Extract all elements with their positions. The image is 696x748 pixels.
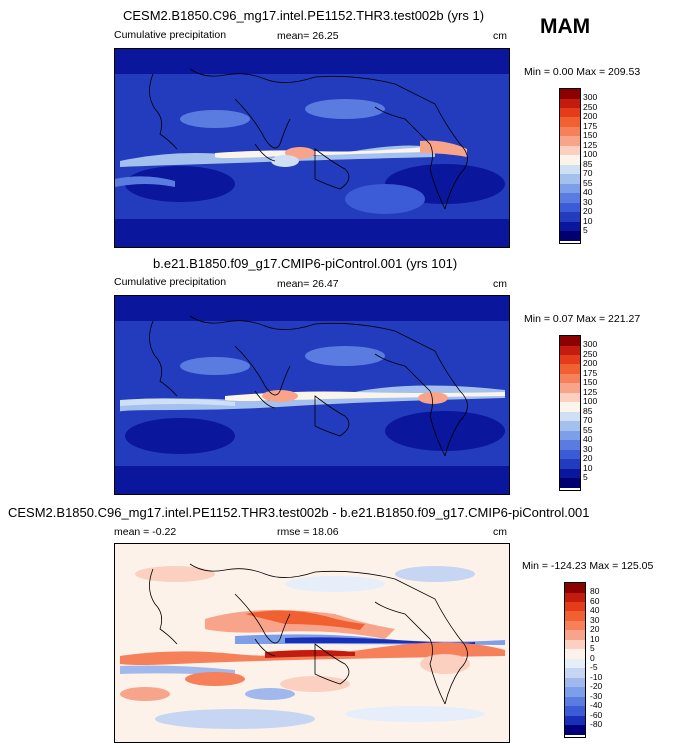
panel-3-colorbar-tick: 0 — [590, 653, 595, 663]
panel-1-colorbar-tick: 200 — [583, 111, 598, 121]
panel-3-title: CESM2.B1850.C96_mg17.intel.PE1152.THR3.t… — [8, 505, 590, 520]
panel-3-units-label: cm — [493, 526, 507, 538]
panel-2-colorbar-tick: 30 — [583, 444, 593, 454]
panel-2-colorbar — [559, 335, 581, 491]
panel-2-colorbar-tick: 40 — [583, 434, 593, 444]
panel-2-map-svg — [115, 296, 509, 494]
panel-2-colorbar-tick: 20 — [583, 453, 593, 463]
season-label: MAM — [540, 15, 591, 38]
panel-1-colorbar-tick: 175 — [583, 121, 598, 131]
panel-1-colorbar-tick: 85 — [583, 159, 593, 169]
panel-3-colorbar-tick: 40 — [590, 605, 600, 615]
panel-3-minmax-label: Min = -124.23 Max = 125.05 — [522, 560, 654, 572]
panel-1-colorbar-tick: 20 — [583, 206, 593, 216]
panel-2-colorbar-tick: 200 — [583, 358, 598, 368]
panel-3-colorbar-tick: 10 — [590, 634, 600, 644]
panel-3-colorbar-tick: 5 — [590, 643, 595, 653]
panel-2-colorbar-tick: 300 — [583, 339, 598, 349]
panel-1-colorbar-tick: 55 — [583, 178, 593, 188]
panel-3-colorbar-tick: -60 — [590, 710, 603, 720]
panel-1-colorbar-tick: 5 — [583, 225, 588, 235]
panel-1-colorbar-tick: 250 — [583, 102, 598, 112]
panel-1-colorbar-tick: 40 — [583, 187, 593, 197]
panel-1-variable-label: Cumulative precipitation — [114, 29, 227, 41]
panel-2-colorbar-tick: 100 — [583, 396, 598, 406]
panel-1-colorbar-tick: 100 — [583, 149, 598, 159]
panel-3-colorbar-tick: -30 — [590, 691, 603, 701]
panel-1-colorbar-tick: 125 — [583, 140, 598, 150]
panel-3-map-svg — [115, 544, 509, 742]
panel-2-mean-label: mean= 26.47 — [277, 278, 339, 290]
panel-1-colorbar-tick: 10 — [583, 216, 593, 226]
panel-3-mean-label: mean = -0.22 — [114, 526, 177, 538]
panel-3-rmse-label: rmse = 18.06 — [277, 526, 339, 538]
panel-2-variable-label: Cumulative precipitation — [114, 276, 227, 288]
panel-2-colorbar-tick: 175 — [583, 368, 598, 378]
panel-3-colorbar-tick: -5 — [590, 662, 598, 672]
panel-3-colorbar-tick: -10 — [590, 672, 603, 682]
panel-3-colorbar-tick: -40 — [590, 700, 603, 710]
panel-2-colorbar-tick: 55 — [583, 425, 593, 435]
panel-3-colorbar — [564, 582, 586, 738]
panel-2-colorbar-tick: 125 — [583, 387, 598, 397]
panel-1-map — [114, 48, 510, 248]
panel-3-colorbar-tick: 60 — [590, 596, 600, 606]
panel-2-minmax-label: Min = 0.07 Max = 221.27 — [524, 313, 641, 325]
panel-1-colorbar-tick: 30 — [583, 197, 593, 207]
panel-2-colorbar-tick: 5 — [583, 472, 588, 482]
panel-2-colorbar-tick: 85 — [583, 406, 593, 416]
panel-1-map-svg — [115, 49, 509, 247]
panel-2-colorbar-tick: 250 — [583, 349, 598, 359]
panel-3-colorbar-tick: 20 — [590, 624, 600, 634]
panel-1-title: CESM2.B1850.C96_mg17.intel.PE1152.THR3.t… — [123, 8, 485, 23]
panel-2-colorbar-tick: 150 — [583, 377, 598, 387]
panel-2-colorbar-tick: 70 — [583, 415, 593, 425]
panel-1-colorbar-tick: 300 — [583, 92, 598, 102]
panel-3-colorbar-tick: -20 — [590, 681, 603, 691]
panel-3-colorbar-tick: 30 — [590, 615, 600, 625]
panel-1-colorbar — [559, 88, 581, 244]
panel-3-colorbar-tick: -80 — [590, 719, 603, 729]
panel-1-minmax-label: Min = 0.00 Max = 209.53 — [524, 66, 641, 78]
panel-2-map — [114, 295, 510, 495]
panel-1-units-label: cm — [493, 30, 507, 42]
panel-3-map — [114, 543, 510, 743]
panel-1-colorbar-tick: 150 — [583, 130, 598, 140]
panel-2-colorbar-tick: 10 — [583, 463, 593, 473]
panel-1-mean-label: mean= 26.25 — [277, 30, 339, 42]
panel-3-colorbar-tick: 80 — [590, 586, 600, 596]
panel-2-units-label: cm — [493, 278, 507, 290]
panel-1-colorbar-tick: 70 — [583, 168, 593, 178]
panel-2-title: b.e21.B1850.f09_g17.CMIP6-piControl.001 … — [153, 256, 458, 271]
